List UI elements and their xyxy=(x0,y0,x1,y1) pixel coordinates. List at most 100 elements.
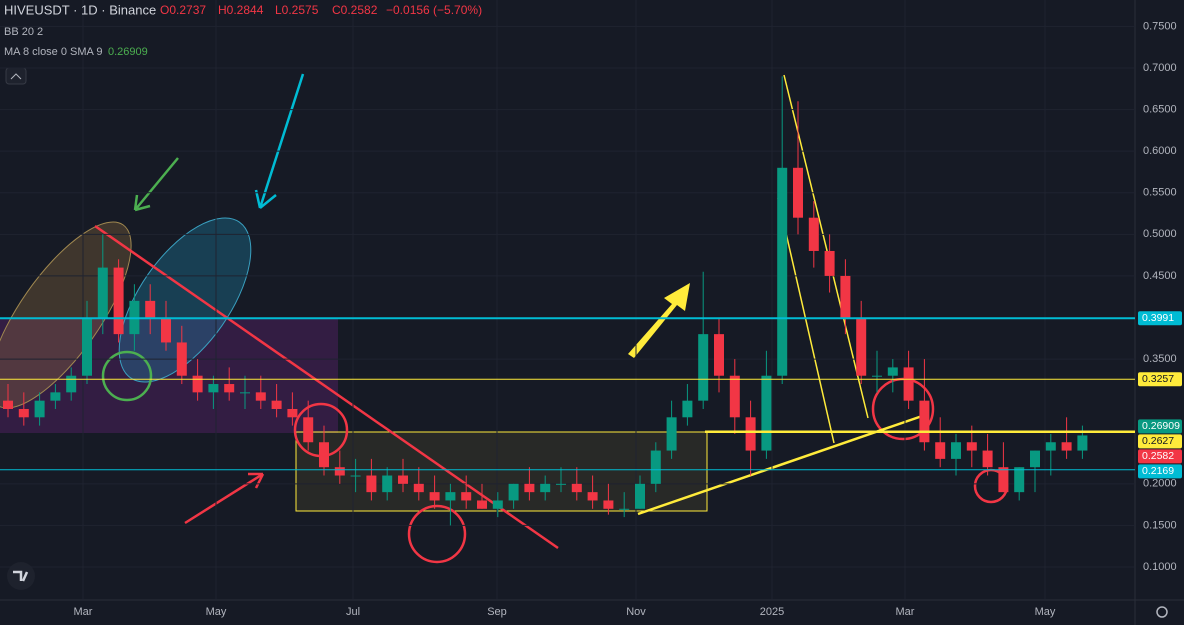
circle xyxy=(101,350,153,402)
candle-body xyxy=(824,250,835,276)
candle-body xyxy=(587,492,598,501)
price-tag-label: 0.2627 xyxy=(1142,435,1174,447)
candle-body xyxy=(192,375,203,393)
candle-body xyxy=(556,483,566,485)
symbol-title: HIVEUSDT · 1D · Binance xyxy=(4,2,156,17)
candle-body xyxy=(319,442,329,468)
candle-body xyxy=(1030,450,1040,468)
price-tag-label: 0.3991 xyxy=(1142,312,1174,324)
collapse-button[interactable] xyxy=(5,67,27,85)
candles xyxy=(0,0,1135,600)
trend-line xyxy=(777,197,835,444)
candle-body xyxy=(97,267,108,318)
candle-body xyxy=(635,483,645,509)
candle-body xyxy=(951,442,961,459)
y-tick-label: 0.2000 xyxy=(1143,478,1177,490)
x-tick-label: May xyxy=(206,606,227,618)
x-tick-label: Jul xyxy=(346,606,360,618)
candle-body xyxy=(524,483,535,493)
candle-body xyxy=(34,400,45,418)
candle-body xyxy=(761,375,772,451)
price-tag xyxy=(1138,419,1182,434)
candle-body xyxy=(966,442,977,451)
price-tag xyxy=(1138,434,1182,449)
overlay: 0.7500 0.7000 0.6500 0.6000 0.5500 0.5000 0.45… xyxy=(0,20,1182,618)
candle-body xyxy=(334,467,345,476)
y-tick-label: 0.6500 xyxy=(1143,103,1177,115)
candle-body xyxy=(66,375,77,393)
indicator: MA 8 close 0 SMA 9 xyxy=(4,46,102,58)
ellipse xyxy=(0,221,132,409)
price-tag-label: 0.2582 xyxy=(1142,450,1174,462)
candle-body xyxy=(350,475,361,477)
settings-button[interactable] xyxy=(1156,606,1168,618)
x-tick-label: Nov xyxy=(626,606,646,618)
candle-body xyxy=(919,400,930,443)
candle-body xyxy=(82,317,92,376)
arrow xyxy=(184,472,265,525)
x-tick-label: 2025 xyxy=(760,606,784,618)
candle-body xyxy=(619,508,630,510)
candle-body xyxy=(224,384,235,393)
candle-body xyxy=(1045,442,1056,451)
candle-body xyxy=(982,450,993,468)
candle-body xyxy=(808,217,819,251)
candle-body xyxy=(445,492,456,501)
y-tick-label: 0.5500 xyxy=(1143,187,1177,199)
candle-body xyxy=(1061,442,1072,451)
candle-body xyxy=(287,408,298,418)
price-tag-label: 0.26909 xyxy=(1142,420,1180,432)
candle-body xyxy=(935,442,946,459)
candle-body xyxy=(508,483,519,501)
candle-body xyxy=(398,475,408,484)
arrow xyxy=(628,283,690,358)
candle-body xyxy=(18,408,29,418)
x-tick-label: Sep xyxy=(487,606,507,618)
candle-body xyxy=(856,317,867,376)
candle-body xyxy=(366,475,377,493)
candle-body xyxy=(145,300,156,318)
candle-body xyxy=(729,375,740,418)
y-tick-label: 0.4500 xyxy=(1143,270,1177,282)
indicator-value: 0.26909 xyxy=(108,46,148,58)
y-tick-label: 0.3500 xyxy=(1143,353,1177,365)
price-tag-label: 0.3257 xyxy=(1142,373,1174,385)
candle-body xyxy=(682,400,693,418)
price-tag xyxy=(1138,449,1182,464)
candle-body xyxy=(777,167,788,376)
y-tick-label: 0.7500 xyxy=(1143,20,1177,32)
price-tag xyxy=(1138,372,1182,387)
trend-line xyxy=(94,224,559,550)
candle-body xyxy=(666,417,677,451)
ellipse xyxy=(118,217,252,383)
zone xyxy=(295,431,708,512)
price-tag xyxy=(1138,464,1182,479)
y-tick-label: 0.1500 xyxy=(1143,519,1177,531)
candle-body xyxy=(1014,467,1025,493)
candle-body xyxy=(540,483,551,493)
candle-body xyxy=(382,475,393,493)
candle-body xyxy=(413,483,424,493)
x-tick-label: Mar xyxy=(74,606,93,618)
candle-body xyxy=(793,167,803,218)
y-tick-label: 0.5000 xyxy=(1143,228,1177,240)
y-tick-label: 0.1000 xyxy=(1143,561,1177,573)
ohlc: C0.2582 xyxy=(332,3,378,17)
candle-body xyxy=(571,483,582,493)
candle-body xyxy=(903,367,914,401)
candle-body xyxy=(998,467,1009,493)
ohlc: L0.2575 xyxy=(275,3,319,17)
candle-body xyxy=(429,492,440,501)
logo-mark xyxy=(13,570,29,582)
candle-body xyxy=(650,450,661,484)
x-tick-label: May xyxy=(1035,606,1056,618)
candle-body xyxy=(872,375,882,377)
candle-body xyxy=(113,267,124,335)
candle-body xyxy=(161,317,171,343)
ohlc: O0.2737 xyxy=(160,3,206,17)
x-tick-label: Mar xyxy=(896,606,915,618)
icon xyxy=(10,73,22,80)
y-tick-label: 0.6000 xyxy=(1143,145,1177,157)
